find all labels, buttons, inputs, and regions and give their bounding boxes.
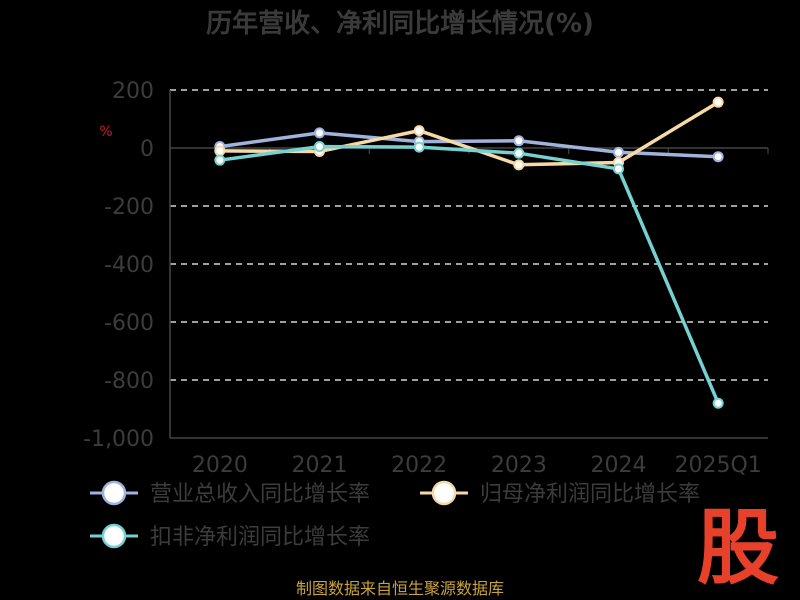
logo: 股 <box>697 501 779 596</box>
y-tick-label: 200 <box>112 79 154 104</box>
y-axis-unit: % <box>99 124 112 140</box>
legend-label: 扣非净利润同比增长率 <box>150 525 370 550</box>
y-tick-label: -400 <box>104 253 154 278</box>
legend-marker <box>101 480 127 506</box>
series-line-2 <box>219 100 720 167</box>
x-tick-label: 2020 <box>192 453 248 478</box>
data-point <box>314 127 325 139</box>
legend-item-2: 归母净利润同比增长率 <box>420 480 700 507</box>
data-point <box>712 151 724 163</box>
series-lines <box>219 100 720 404</box>
data-point <box>712 397 724 409</box>
y-tick-label: -200 <box>104 195 154 220</box>
chart-title: 历年营收、净利同比增长情况(%) <box>206 8 594 39</box>
x-tick-label: 2025Q1 <box>675 453 762 478</box>
y-tick-label: 0 <box>140 137 154 162</box>
legend-marker <box>101 523 127 549</box>
legend-marker <box>431 480 457 506</box>
x-axis-tick-labels: 2020 2021 2022 2023 2024 2025Q1 <box>192 453 762 478</box>
y-tick-label: -600 <box>104 311 154 336</box>
data-point <box>712 96 724 108</box>
x-tick-label: 2021 <box>292 453 348 478</box>
y-tick-label: -1,000 <box>83 427 154 452</box>
data-point <box>513 135 525 147</box>
legend-label: 营业总收入同比增长率 <box>150 482 370 507</box>
data-point <box>413 125 425 137</box>
x-tick-label: 2023 <box>491 453 547 478</box>
legend-item-1: 营业总收入同比增长率 <box>90 480 370 507</box>
data-point <box>214 145 226 157</box>
gridlines <box>170 89 768 381</box>
x-tick-label: 2024 <box>591 453 647 478</box>
x-tick-label: 2022 <box>391 453 447 478</box>
series-line-3 <box>219 144 720 404</box>
data-point <box>613 146 624 158</box>
y-axis-tick-labels: 200 0 -200 -400 -600 -800 -1,000 <box>83 79 154 452</box>
series-points <box>214 96 724 409</box>
legend-item-3: 扣非净利润同比增长率 <box>90 523 370 550</box>
data-point <box>413 141 425 153</box>
legend-label: 归母净利润同比增长率 <box>480 482 700 507</box>
data-point <box>214 154 226 166</box>
footer-source: 制图数据来自恒生聚源数据库 <box>296 579 504 598</box>
y-tick-label: -800 <box>104 369 154 394</box>
data-point <box>513 159 525 171</box>
data-point <box>314 141 325 153</box>
data-point <box>613 163 624 175</box>
data-point <box>513 147 525 159</box>
